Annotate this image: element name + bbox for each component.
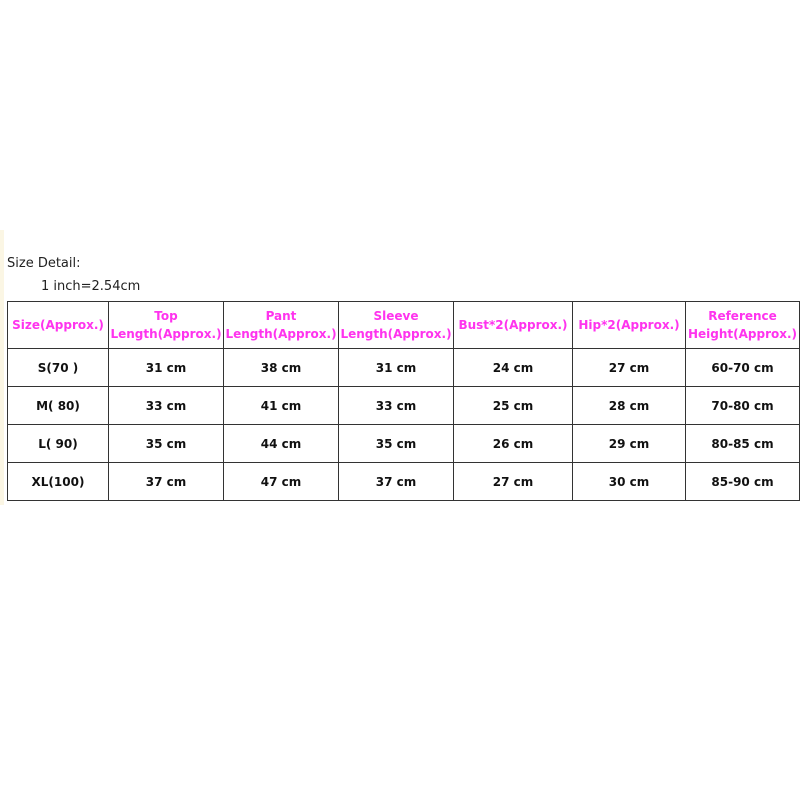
measurement-cell: 35 cm [108, 424, 224, 463]
measurement-cell: 85-90 cm [685, 462, 800, 501]
measurement-cell: 41 cm [223, 386, 339, 425]
measurement-cell: 70-80 cm [685, 386, 800, 425]
header-text: Length(Approx.) [110, 327, 222, 341]
header-text: Top [154, 309, 178, 323]
measurement-cell: 31 cm [338, 348, 454, 387]
header-row: Size(Approx.) Top Length(Approx.) Pant Lengt… [7, 301, 800, 349]
size-detail-title: Size Detail: [7, 256, 81, 271]
measurement-cell: 31 cm [108, 348, 224, 387]
measurement-cell: 28 cm [572, 386, 686, 425]
header-text: Bust*2(Approx.) [458, 318, 568, 332]
unit-conversion-note: 1 inch=2.54cm [41, 279, 141, 294]
measurement-cell: 35 cm [338, 424, 454, 463]
measurement-cell: 37 cm [338, 462, 454, 501]
measurement-cell: 44 cm [223, 424, 339, 463]
measurement-cell: 60-70 cm [685, 348, 800, 387]
column-header: Sleeve Length(Approx.) [338, 301, 454, 349]
table-row: XL(100) 37 cm 47 cm 37 cm 27 cm 30 cm 85-90 cm [7, 462, 800, 501]
measurement-cell: 27 cm [572, 348, 686, 387]
header-text: Pant [265, 309, 297, 323]
table-row: L( 90) 35 cm 44 cm 35 cm 26 cm 29 cm 80-85 cm [7, 424, 800, 463]
column-header: Bust*2(Approx.) [453, 301, 573, 349]
column-header: Size(Approx.) [7, 301, 109, 349]
measurement-cell: 33 cm [338, 386, 454, 425]
table-row: M( 80) 33 cm 41 cm 33 cm 25 cm 28 cm 70-80 cm [7, 386, 800, 425]
measurement-cell: 24 cm [453, 348, 573, 387]
table-row: S(70 ) 31 cm 38 cm 31 cm 24 cm 27 cm 60-70 cm [7, 348, 800, 387]
size-cell: L( 90) [7, 424, 109, 463]
measurement-cell: 80-85 cm [685, 424, 800, 463]
column-header: Reference Height(Approx.) [685, 301, 800, 349]
header-text: Length(Approx.) [340, 327, 452, 341]
size-cell: S(70 ) [7, 348, 109, 387]
measurement-cell: 26 cm [453, 424, 573, 463]
header-text: Sleeve [373, 309, 419, 323]
header-text: Size(Approx.) [12, 318, 104, 332]
measurement-cell: 47 cm [223, 462, 339, 501]
size-cell: XL(100) [7, 462, 109, 501]
header-text: Reference [708, 309, 777, 323]
measurement-cell: 27 cm [453, 462, 573, 501]
column-header: Pant Length(Approx.) [223, 301, 339, 349]
measurement-cell: 25 cm [453, 386, 573, 425]
measurement-cell: 29 cm [572, 424, 686, 463]
measurement-cell: 33 cm [108, 386, 224, 425]
measurement-cell: 37 cm [108, 462, 224, 501]
measurement-cell: 38 cm [223, 348, 339, 387]
header-text: Length(Approx.) [225, 327, 337, 341]
column-header: Hip*2(Approx.) [572, 301, 686, 349]
header-text: Hip*2(Approx.) [578, 318, 680, 332]
left-edge-strip [0, 230, 4, 505]
header-text: Height(Approx.) [687, 327, 798, 341]
size-cell: M( 80) [7, 386, 109, 425]
column-header: Top Length(Approx.) [108, 301, 224, 349]
measurement-cell: 30 cm [572, 462, 686, 501]
size-table: Size(Approx.) Top Length(Approx.) Pant Lengt… [7, 301, 800, 501]
